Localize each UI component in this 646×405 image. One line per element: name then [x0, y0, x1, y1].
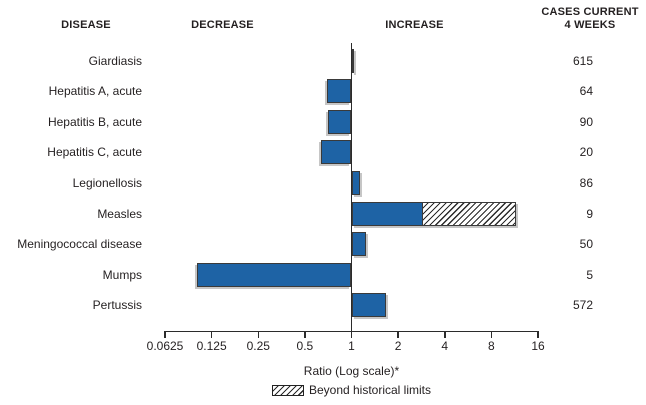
cases-current-4-weeks-value: 9 [586, 206, 593, 221]
row-label: Measles [97, 206, 142, 221]
cases-current-4-weeks-value: 572 [572, 298, 593, 313]
x-axis-tick-label: 16 [531, 339, 545, 353]
row-label: Hepatitis C, acute [47, 145, 142, 160]
x-axis-tick-label: 8 [488, 339, 495, 353]
cases-header-line1: CASES CURRENT [541, 6, 639, 18]
row-label: Giardiasis [88, 53, 142, 68]
row-label: Meningococcal disease [17, 237, 142, 252]
x-axis-tick [257, 330, 259, 338]
cases-current-4-weeks-value: 615 [572, 53, 593, 68]
legend-label: Beyond historical limits [308, 383, 432, 397]
x-axis-tick-label: 0.25 [246, 339, 270, 353]
cases-current-4-weeks-value: 64 [579, 84, 593, 99]
cases-current-4-weeks-value: 90 [579, 114, 593, 129]
row-label: Legionellosis [72, 175, 142, 190]
baseline-ratio-1-line [350, 43, 353, 332]
beyond-historical-limits-bar [422, 201, 516, 226]
x-axis-tick [537, 330, 539, 338]
column-header-cases-current-4-weeks: CASES CURRENT 4 WEEKS [535, 6, 645, 32]
x-axis-tick [304, 330, 306, 338]
ratio-bar [328, 109, 352, 134]
ratio-bar [196, 262, 352, 287]
x-axis-tick-label: 4 [441, 339, 449, 353]
column-header-disease: DISEASE [61, 19, 111, 31]
cases-current-4-weeks-value: 50 [579, 237, 593, 252]
x-axis-tick [350, 330, 353, 338]
x-axis-tick-label: 1 [348, 339, 355, 353]
x-axis-tick [164, 330, 166, 338]
cases-header-line2: 4 WEEKS [564, 19, 616, 31]
x-axis-tick [444, 330, 446, 338]
x-axis-tick-label: 0.125 [196, 339, 227, 353]
cases-current-4-weeks-value: 86 [579, 175, 593, 190]
cases-current-4-weeks-value: 20 [579, 145, 593, 160]
legend: Beyond historical limits [165, 383, 538, 397]
row-label: Pertussis [92, 298, 142, 313]
cases-current-4-weeks-value: 5 [586, 267, 593, 282]
ratio-bar [351, 232, 366, 257]
x-axis-label: Ratio (Log scale)* [303, 364, 400, 378]
x-axis-tick [210, 330, 213, 338]
ratio-bar [326, 79, 352, 104]
ratio-bar [321, 140, 352, 165]
x-axis-tick-label: 0.5 [296, 339, 314, 353]
column-header-increase: INCREASE [385, 19, 444, 31]
x-axis-tick [397, 330, 399, 338]
row-label: Hepatitis B, acute [47, 114, 142, 129]
x-axis-tick [490, 330, 493, 338]
ratio-bar [351, 293, 387, 318]
row-label: Mumps [102, 267, 142, 282]
column-header-decrease: DECREASE [191, 19, 254, 31]
ratio-bar [351, 201, 424, 226]
row-label: Hepatitis A, acute [48, 84, 142, 99]
beyond-historical-limits-hatched-swatch [271, 384, 304, 396]
x-axis-tick-label: 0.0625 [146, 339, 184, 353]
x-axis-tick-label: 2 [394, 339, 402, 353]
ratio-bar [351, 170, 360, 195]
